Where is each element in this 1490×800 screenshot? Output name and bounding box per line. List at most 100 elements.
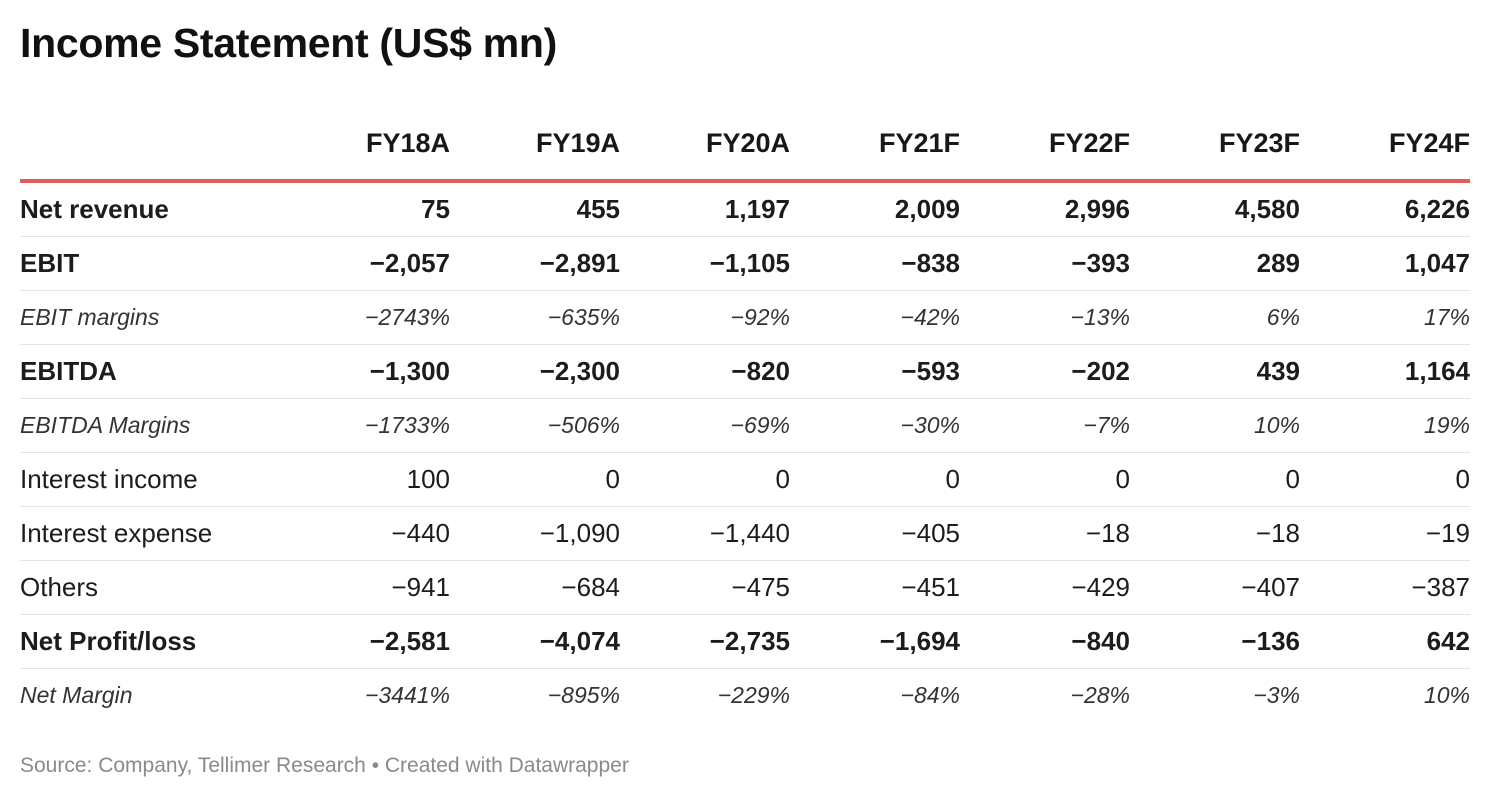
table-cell: −1733% <box>280 398 450 453</box>
table-cell: −92% <box>620 290 790 345</box>
table-cell: 100 <box>280 452 450 507</box>
table-cell: −440 <box>280 506 450 561</box>
column-header: FY20A <box>620 108 790 183</box>
table-row: Net revenue 75 455 1,197 2,009 2,996 4,580 6,22… <box>20 181 1470 237</box>
table-cell: −2743% <box>280 290 450 345</box>
table-cell: 0 <box>450 452 620 507</box>
table-row: EBITDA Margins −1733% −506% −69% −30% −7% 10% 1… <box>20 398 1470 453</box>
table-row: Others −941 −684 −475 −451 −429 −407 −387 <box>20 560 1470 615</box>
table-row: Net Profit/loss −2,581 −4,074 −2,735 −1,694 −… <box>20 614 1470 669</box>
row-label: EBITDA Margins <box>20 398 280 453</box>
table-cell: −838 <box>790 236 960 291</box>
table-cell: 6,226 <box>1300 181 1470 237</box>
table-cell: −393 <box>960 236 1130 291</box>
table-cell: −18 <box>960 506 1130 561</box>
row-label: Net Profit/loss <box>20 614 280 669</box>
table-cell: −4,074 <box>450 614 620 669</box>
table-cell: 4,580 <box>1130 181 1300 237</box>
table-cell: −407 <box>1130 560 1300 615</box>
table-cell: −1,440 <box>620 506 790 561</box>
table-cell: 439 <box>1130 344 1300 399</box>
table-cell: −895% <box>547 682 620 708</box>
table-cell: −30% <box>790 398 960 453</box>
table-row: EBITDA −1,300 −2,300 −820 −593 −202 439 1,164 <box>20 344 1470 399</box>
table-cell: −1,300 <box>280 344 450 399</box>
table-cell: −28% <box>1070 682 1130 708</box>
header-row: FY18A FY19A FY20A FY21F FY22F FY23F FY24… <box>20 108 1470 183</box>
table-cell: −136 <box>1130 614 1300 669</box>
table-cell: −229% <box>717 682 790 708</box>
table-cell: 0 <box>620 452 790 507</box>
table-cell: −2,057 <box>280 236 450 291</box>
table-cell: 1,164 <box>1300 344 1470 399</box>
table-cell: −18 <box>1130 506 1300 561</box>
table-cell: −7% <box>960 398 1130 453</box>
table-cell: 19% <box>1300 398 1470 453</box>
source-note: Source: Company, Tellimer Research • Cre… <box>20 754 629 777</box>
table-cell: −1,694 <box>790 614 960 669</box>
table-cell: −593 <box>790 344 960 399</box>
row-label: EBIT margins <box>20 290 280 345</box>
table-cell: 0 <box>1130 452 1300 507</box>
table-cell: 0 <box>960 452 1130 507</box>
table-cell: −19 <box>1300 506 1470 561</box>
table-cell: 10% <box>1130 398 1300 453</box>
table-row: Interest expense −440 −1,090 −1,440 −405 −18−… <box>20 506 1470 561</box>
table-cell: −2,891 <box>450 236 620 291</box>
row-label: EBITDA <box>20 344 280 399</box>
table-cell: −941 <box>280 560 450 615</box>
table-row: Interest income 100 0 0 0 0 0 0 <box>20 452 1470 507</box>
table-cell: −42% <box>790 290 960 345</box>
row-label: Net Margin <box>20 682 133 708</box>
table-cell: −820 <box>620 344 790 399</box>
table-cell: 289 <box>1130 236 1300 291</box>
column-header: FY24F <box>1300 108 1470 183</box>
table-cell: −69% <box>620 398 790 453</box>
table-cell: 10% <box>1423 682 1470 708</box>
table-cell: −1,090 <box>450 506 620 561</box>
column-header: FY21F <box>790 108 960 183</box>
table-cell: 1,197 <box>620 181 790 237</box>
table-cell: −2,300 <box>450 344 620 399</box>
table-cell: 75 <box>280 181 450 237</box>
column-header: FY23F <box>1130 108 1300 183</box>
table-cell: −475 <box>620 560 790 615</box>
chart-container: Income Statement (US$ mn) FY18A FY19A FY… <box>20 0 1470 800</box>
table-cell: −387 <box>1300 560 1470 615</box>
table-cell: 455 <box>450 181 620 237</box>
table-cell: −1,105 <box>620 236 790 291</box>
column-header: FY19A <box>450 108 620 183</box>
table-cell: 2,009 <box>790 181 960 237</box>
row-label: Others <box>20 560 280 615</box>
table-cell: −684 <box>450 560 620 615</box>
row-label: Interest income <box>20 452 280 507</box>
table-cell: 6% <box>1130 290 1300 345</box>
table-cell: −506% <box>450 398 620 453</box>
table-cell: 1,047 <box>1300 236 1470 291</box>
header-label-cell <box>20 108 280 183</box>
income-statement-table: FY18A FY19A FY20A FY21F FY22F FY23F FY24… <box>20 108 1470 722</box>
row-label: Net revenue <box>20 181 280 237</box>
row-label: Interest expense <box>20 506 280 561</box>
table-cell: −451 <box>790 560 960 615</box>
table-cell: −84% <box>900 682 960 708</box>
table-cell: 17% <box>1300 290 1470 345</box>
row-label: EBIT <box>20 236 280 291</box>
table-row: Net Margin −3441% −895% −229% −84% −28% −3% 10% <box>20 669 1470 723</box>
column-header: FY22F <box>960 108 1130 183</box>
table-cell: −13% <box>960 290 1130 345</box>
table-cell: 2,996 <box>960 181 1130 237</box>
table-cell: −429 <box>960 560 1130 615</box>
table-cell: −405 <box>790 506 960 561</box>
table-row: EBIT margins −2743% −635% −92% −42% −13% 6% 17% <box>20 290 1470 345</box>
table-cell: −2,735 <box>620 614 790 669</box>
table-cell: −2,581 <box>280 614 450 669</box>
table-cell: −635% <box>450 290 620 345</box>
table-cell: 0 <box>1300 452 1470 507</box>
chart-title: Income Statement (US$ mn) <box>20 20 557 66</box>
table-cell: −3% <box>1253 682 1300 708</box>
table-cell: −202 <box>960 344 1130 399</box>
table-cell: −3441% <box>364 682 450 708</box>
table-cell: 642 <box>1300 614 1470 669</box>
table-row: EBIT −2,057 −2,891 −1,105 −838 −393 289 1,047 <box>20 236 1470 291</box>
